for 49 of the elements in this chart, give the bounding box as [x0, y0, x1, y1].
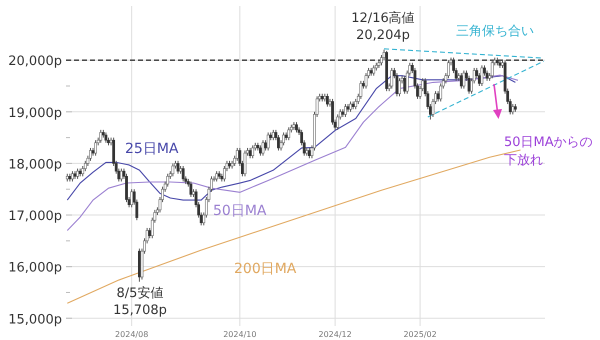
candlestick	[349, 100, 352, 112]
annotation: 12/16高値 20,204p	[351, 10, 415, 43]
candlestick	[372, 64, 376, 76]
candlestick	[190, 180, 192, 198]
candlestick	[480, 64, 484, 86]
candlestick	[262, 140, 264, 156]
candlestick	[248, 147, 252, 159]
candlestick	[94, 140, 98, 156]
candlestick	[287, 126, 290, 141]
candlestick	[266, 132, 270, 152]
candlestick	[390, 67, 394, 90]
candlestick	[104, 132, 108, 144]
candlestick	[272, 129, 275, 141]
annotation: 50日MAからの	[504, 135, 593, 150]
candlestick	[215, 170, 218, 182]
x-tick-label: 2024/10	[223, 330, 256, 339]
x-tick-label: 2025/02	[403, 330, 437, 339]
candlestick	[130, 188, 134, 208]
annotation: 三角保ち合い	[456, 24, 534, 39]
candlestick	[308, 147, 311, 159]
candlestick	[462, 70, 466, 90]
y-tick-label: 17,000p	[8, 209, 62, 224]
candlestick	[120, 168, 123, 182]
candlestick	[171, 162, 174, 177]
series-label: 50日MA	[213, 203, 267, 219]
y-tick-label: 19,000p	[8, 106, 62, 121]
candlestick	[344, 104, 347, 118]
candlestick	[251, 144, 254, 159]
candlestick	[439, 82, 442, 102]
candlestick	[460, 72, 463, 90]
series-label: 25日MA	[125, 141, 179, 157]
candlestick	[76, 168, 79, 180]
annotation: 8/5安値 15,708p	[113, 285, 167, 318]
candlestick	[326, 93, 329, 108]
candlestick	[244, 150, 246, 177]
y-tick-label: 16,000p	[8, 260, 62, 276]
candlestick	[71, 170, 74, 182]
candlestick	[176, 160, 180, 174]
y-tick-label: 20,000p	[8, 54, 62, 70]
candlestick	[182, 166, 185, 182]
y-tick-label: 18,000p	[8, 157, 62, 172]
x-tick-label: 2024/12	[318, 330, 352, 339]
series-label: 200日MA	[234, 261, 297, 277]
x-tick-label: 2024/08	[115, 330, 148, 339]
annotation: 下放れ	[504, 153, 543, 168]
y-tick-label: 15,000p	[8, 312, 62, 328]
candlestick	[490, 60, 494, 79]
candlestick	[99, 129, 102, 144]
candlestick	[295, 122, 298, 133]
